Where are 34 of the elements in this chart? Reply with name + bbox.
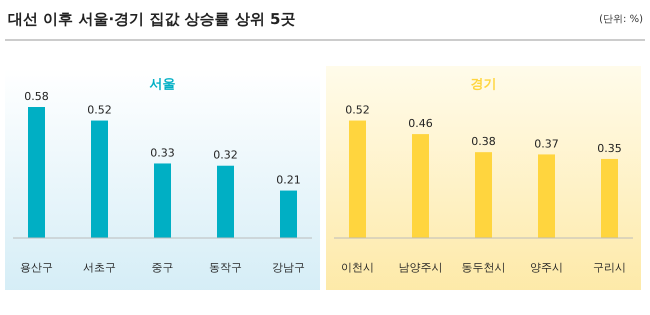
data-label: 0.32 (213, 148, 238, 162)
bar (280, 190, 297, 238)
bar (412, 134, 429, 238)
data-label: 0.33 (150, 146, 175, 160)
data-label: 0.58 (24, 90, 49, 103)
x-tick-label: 구리시 (593, 261, 626, 274)
data-label: 0.21 (276, 174, 301, 187)
bar (217, 166, 234, 238)
chart-title: 서울 (150, 77, 176, 92)
bar (538, 154, 555, 238)
bar (28, 107, 45, 238)
data-label: 0.35 (597, 142, 622, 155)
bar (91, 120, 108, 238)
x-tick-label: 이천시 (341, 261, 374, 274)
data-label: 0.37 (534, 137, 559, 150)
text: (단위: %) (599, 14, 644, 25)
bar (475, 152, 492, 238)
x-tick-label: 양주시 (530, 261, 563, 274)
data-label: 0.52 (87, 104, 112, 117)
x-tick-label: 동두천시 (462, 261, 506, 274)
x-tick-label: 용산구 (20, 261, 53, 274)
chart-title: 경기 (470, 77, 496, 92)
x-tick-label: 남양주시 (398, 261, 442, 274)
bar (154, 163, 171, 238)
bar (349, 120, 366, 238)
data-label: 0.52 (345, 104, 370, 117)
x-tick-label: 서초구 (83, 261, 116, 274)
text: 대선 이후 서울·경기 집값 상승률 상위 5곳 (8, 10, 296, 28)
x-tick-label: 동작구 (209, 261, 242, 274)
x-tick-label: 강남구 (272, 261, 305, 274)
data-label: 0.38 (471, 135, 496, 148)
bar (601, 158, 618, 238)
data-label: 0.46 (408, 117, 433, 130)
x-tick-label: 중구 (152, 261, 174, 274)
